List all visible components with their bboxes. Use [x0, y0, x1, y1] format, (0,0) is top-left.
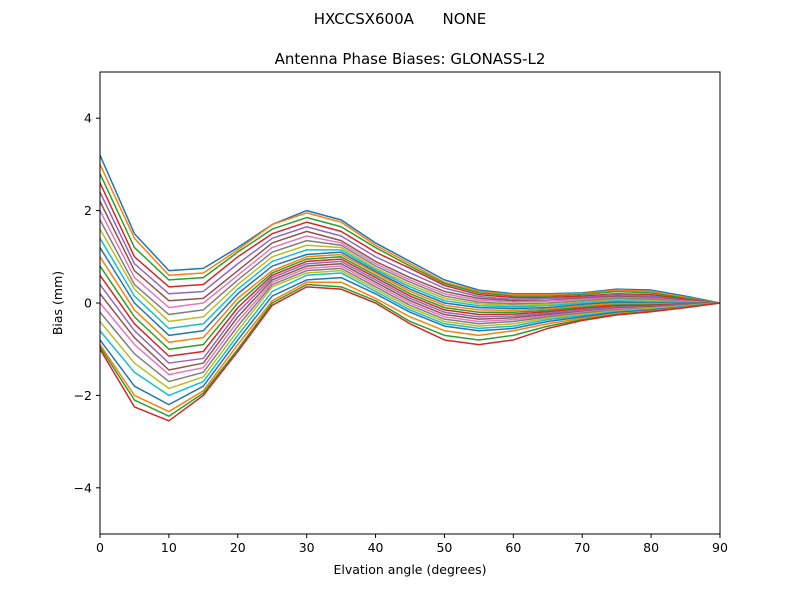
series-line-22 — [99, 281, 721, 413]
series-line-15 — [99, 260, 721, 364]
series-layer — [99, 154, 721, 422]
x-tick-label: 90 — [712, 540, 728, 555]
series-line-21 — [99, 276, 721, 406]
series-line-1 — [99, 154, 721, 304]
series-line-4 — [99, 182, 721, 304]
y-tick-label: 0 — [84, 296, 92, 311]
x-tick-label: 0 — [96, 540, 104, 555]
series-line-16 — [99, 262, 721, 371]
series-line-5 — [99, 191, 721, 304]
series-line-13 — [99, 256, 721, 350]
x-tick-label: 80 — [643, 540, 659, 555]
series-line-10 — [99, 237, 721, 330]
series-line-17 — [99, 265, 721, 376]
y-axis: −4 −2 0 2 4 — [74, 111, 100, 495]
x-axis-label: Elvation angle (degrees) — [333, 562, 486, 577]
chart-title: Antenna Phase Biases: GLONASS-L2 — [275, 50, 546, 68]
x-axis: 0 10 20 30 40 50 60 70 80 90 — [96, 534, 728, 555]
series-line-3 — [99, 173, 721, 304]
x-tick-label: 10 — [161, 540, 177, 555]
series-line-7 — [99, 210, 721, 309]
x-tick-label: 20 — [230, 540, 246, 555]
y-tick-label: 2 — [84, 203, 92, 218]
x-tick-label: 50 — [436, 540, 452, 555]
series-line-8 — [99, 219, 721, 316]
series-line-18 — [99, 267, 721, 383]
y-tick-label: −2 — [74, 388, 92, 403]
series-line-24 — [99, 286, 721, 422]
series-line-12 — [99, 253, 721, 344]
x-tick-label: 70 — [574, 540, 590, 555]
x-tick-label: 60 — [505, 540, 521, 555]
y-axis-label: Bias (mm) — [50, 271, 65, 335]
x-tick-label: 40 — [368, 540, 384, 555]
series-line-6 — [99, 201, 721, 304]
series-line-14 — [99, 258, 721, 357]
chart-suptitle: HXCCSX600A NONE — [314, 10, 486, 28]
x-tick-label: 30 — [299, 540, 315, 555]
y-tick-label: −4 — [74, 480, 92, 495]
series-line-19 — [99, 269, 721, 390]
series-line-2 — [99, 164, 721, 304]
series-line-11 — [99, 247, 720, 337]
series-line-9 — [99, 228, 721, 323]
y-tick-label: 4 — [84, 111, 92, 126]
